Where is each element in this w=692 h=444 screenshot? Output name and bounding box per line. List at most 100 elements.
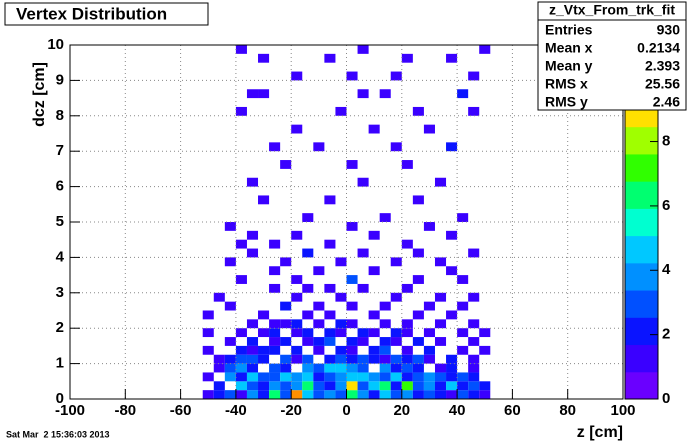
cell [269, 142, 281, 152]
cell [457, 89, 469, 99]
cell [335, 257, 347, 267]
color-bar-step [625, 371, 658, 400]
cell [423, 354, 435, 364]
y-tick-label: 4 [56, 248, 65, 265]
cell [291, 354, 303, 364]
cell [446, 142, 458, 152]
title-box [4, 2, 209, 26]
cell [235, 363, 247, 373]
stats-value: 930 [657, 22, 681, 38]
cell [313, 319, 325, 329]
cell [401, 390, 413, 399]
cell [357, 45, 369, 54]
cell [246, 177, 259, 187]
cell [202, 328, 214, 338]
cell [224, 301, 236, 311]
cell [368, 328, 380, 338]
cell [313, 266, 325, 276]
cell [213, 363, 225, 373]
cell [468, 390, 480, 399]
cell [468, 354, 480, 364]
cell [246, 248, 259, 258]
y-tick-label: 3 [56, 284, 64, 301]
cell [235, 354, 247, 364]
cell [468, 71, 480, 81]
y-tick-label: 0 [56, 390, 64, 407]
y-tick-label: 9 [56, 71, 64, 88]
stats-label: Mean x [545, 40, 593, 56]
cell [258, 195, 270, 205]
cell [457, 372, 469, 382]
cell [335, 319, 347, 329]
cell [346, 381, 358, 391]
cell [202, 310, 214, 320]
cell [280, 363, 292, 373]
cell [346, 71, 358, 81]
cell [313, 345, 325, 355]
cell [324, 354, 336, 364]
cell [269, 390, 281, 399]
cell [324, 195, 336, 205]
cell [269, 283, 281, 293]
color-bar-step [625, 208, 658, 237]
cell [302, 248, 314, 258]
cell [412, 381, 424, 391]
cell [269, 381, 281, 391]
cell [468, 381, 480, 391]
cell [379, 213, 391, 222]
cell [401, 328, 413, 338]
cell [324, 372, 336, 382]
cell [335, 363, 347, 373]
cell [346, 160, 358, 169]
cell [202, 390, 214, 399]
cell [313, 381, 325, 391]
stats-title: z_Vtx_From_trk_fit [549, 2, 675, 18]
stats-label: Entries [545, 22, 593, 38]
cell [335, 328, 347, 338]
cell [423, 345, 435, 355]
cell [401, 239, 413, 249]
cell [401, 53, 413, 63]
color-bar-step [625, 235, 658, 264]
cell [434, 177, 447, 187]
cell [313, 142, 325, 152]
cell [390, 257, 402, 267]
cell [346, 275, 358, 284]
y-axis-label: dcz [cm] [31, 62, 48, 127]
cell [269, 239, 281, 249]
cell [235, 239, 247, 249]
cell [479, 328, 491, 338]
cell [258, 53, 270, 63]
cell [412, 275, 424, 284]
cell [357, 283, 369, 293]
cell [446, 390, 458, 399]
cell [423, 222, 435, 231]
cell [246, 354, 259, 364]
cell [357, 390, 369, 399]
cell [302, 372, 314, 382]
cell [213, 390, 225, 399]
cell [258, 372, 270, 382]
cell [302, 283, 314, 293]
z-tick-label: 8 [662, 133, 670, 150]
x-tick-label: 40 [449, 402, 466, 419]
cell [335, 390, 347, 399]
cell [368, 354, 380, 364]
cell [269, 363, 281, 373]
cell [446, 381, 458, 391]
cell [357, 328, 369, 338]
cell [302, 363, 314, 373]
cell [258, 381, 270, 391]
cell [446, 53, 458, 63]
cell [224, 354, 236, 364]
cell [468, 363, 480, 373]
cell [434, 390, 447, 399]
cell [468, 248, 480, 258]
cell [412, 390, 424, 399]
cell [457, 213, 469, 222]
cell [468, 292, 480, 302]
cell [390, 390, 402, 399]
color-bar-step [625, 290, 658, 318]
x-tick-label: 0 [342, 402, 350, 419]
x-tick-label: 20 [393, 402, 410, 419]
